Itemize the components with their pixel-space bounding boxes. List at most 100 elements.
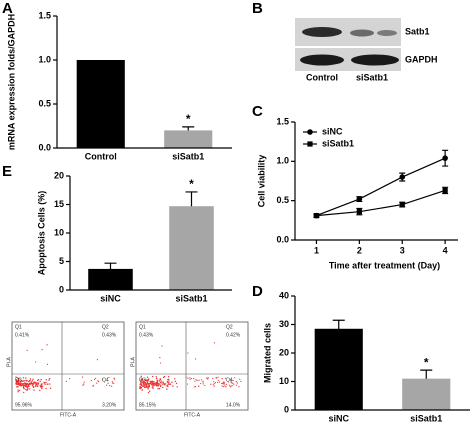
panel-label: B: [252, 0, 263, 17]
flow-dot: [18, 383, 20, 385]
flow-dot: [230, 379, 232, 381]
bar: [169, 206, 214, 290]
flow-dot: [166, 380, 169, 383]
flow-dot: [155, 377, 158, 380]
x-tick-label: 2: [357, 245, 362, 255]
flow-dot: [240, 380, 242, 382]
flow-dot: [159, 362, 162, 364]
flow-dot: [41, 387, 43, 390]
flow-dot: [46, 383, 48, 385]
x-tick-label: siSatb1: [172, 151, 204, 161]
flow-dot: [167, 385, 169, 387]
flow-dot: [148, 390, 151, 392]
annotation: *: [424, 355, 429, 369]
y-tick-label: 20: [54, 170, 64, 180]
flow-dot: [202, 383, 204, 385]
flow-dot: [15, 376, 17, 378]
flow-dot: [43, 381, 45, 384]
flow-dot: [162, 376, 165, 379]
flow-dot: [32, 383, 34, 386]
flow-dot: [171, 381, 173, 383]
y-axis-title: Apoptosis Cells (%): [36, 191, 46, 276]
flow-dot: [17, 391, 19, 393]
annotation: *: [186, 112, 191, 126]
flow-dot: [37, 383, 40, 385]
flow-dot: [149, 381, 152, 383]
flow-dot: [152, 385, 154, 387]
y-tick-label: 0.5: [38, 98, 51, 108]
flow-dot: [24, 382, 26, 384]
flow-dot: [36, 383, 38, 386]
flow-dot: [22, 382, 25, 385]
series-line: [316, 157, 446, 217]
flow-dot: [113, 377, 115, 379]
flow-dot: [160, 384, 162, 387]
flow-dot: [31, 382, 34, 385]
flow-dot: [150, 380, 153, 383]
flow-dot: [168, 378, 170, 381]
flow-dot: [29, 379, 31, 382]
x-tick-label: 3: [400, 245, 405, 255]
flow-dot: [92, 384, 94, 387]
flow-dot: [168, 381, 170, 384]
quadrant-value: 95.96%: [15, 402, 33, 408]
flow-dot: [44, 383, 46, 385]
flow-dot: [17, 389, 19, 391]
flow-dot: [17, 379, 20, 382]
y-tick-label: 5: [59, 256, 64, 266]
flow-dot: [139, 386, 141, 388]
flow-frame: [11, 321, 125, 411]
flow-dot: [230, 382, 233, 384]
flow-dot: [221, 377, 223, 380]
flow-dot: [45, 381, 47, 384]
flow-dot: [222, 381, 224, 383]
flow-dot: [20, 380, 22, 382]
y-tick-label: 20: [279, 347, 289, 357]
point: [399, 202, 405, 208]
bar: [314, 328, 363, 410]
flow-dot: [190, 377, 193, 380]
flow-dot: [146, 383, 148, 386]
flow-dot: [146, 376, 149, 378]
x-tick-label: siSatb1: [175, 293, 207, 303]
flow-dot: [205, 377, 207, 379]
quadrant-name: Q3: [15, 377, 22, 383]
flow-dot: [159, 385, 162, 388]
flow-dot: [162, 383, 164, 385]
flow-dot: [83, 383, 85, 385]
flow-dot: [29, 378, 32, 380]
quadrant-value: 14.0%: [226, 402, 241, 408]
flow-dot: [195, 358, 197, 360]
flow-dot: [212, 384, 214, 386]
flow-dot: [25, 388, 27, 391]
flow-dot: [27, 387, 29, 389]
flow-dot: [221, 385, 223, 387]
flow-dot: [218, 381, 221, 383]
flow-dot: [198, 385, 200, 387]
panel-label: D: [252, 283, 263, 300]
flow-dot: [21, 380, 24, 382]
flow-dot: [25, 379, 27, 382]
flow-dot: [213, 342, 215, 344]
flow-dot: [90, 380, 92, 382]
flow-dot: [35, 382, 37, 384]
flow-dot: [20, 382, 22, 384]
flow-dot: [140, 375, 142, 378]
y-tick-label: 0: [59, 284, 64, 294]
y-tick-label: 30: [279, 319, 289, 329]
flow-dot: [148, 386, 151, 388]
flow-dot: [81, 376, 84, 378]
flow-dot: [24, 385, 27, 387]
flow-dot: [195, 379, 197, 381]
flow-dot: [32, 378, 34, 380]
flow-dot: [107, 382, 109, 384]
quadrant-value: 3.20%: [102, 402, 117, 408]
flow-dot: [159, 381, 162, 384]
flow-dot: [155, 376, 157, 378]
flow-dot: [204, 384, 206, 387]
flow-x-axis: FITC-A: [60, 412, 77, 418]
series-line: [316, 189, 446, 217]
flow-dot: [108, 376, 110, 379]
flow-dot: [198, 379, 200, 381]
flow-dot: [16, 386, 18, 388]
